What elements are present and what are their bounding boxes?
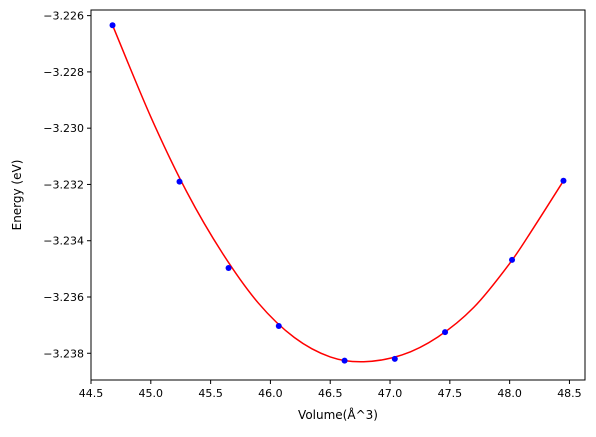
x-tick-label: 47.5: [438, 387, 463, 400]
curve-layer: [111, 24, 565, 363]
plot-frame: [90, 9, 586, 381]
y-tick-label: −3.230: [43, 122, 84, 135]
y-tick-label: −3.226: [43, 10, 84, 23]
fit-curve-line: [111, 24, 565, 363]
data-point: [509, 256, 516, 263]
y-tick-label: −3.234: [43, 235, 84, 248]
data-point: [109, 22, 116, 29]
x-tick-label: 45.5: [198, 387, 223, 400]
x-axis: 44.5 45.0 45.5 46.0 46.5 47.0 47.5 48.0 48.5: [79, 380, 582, 400]
data-point: [442, 329, 449, 336]
y-tick-label: −3.238: [43, 347, 84, 360]
data-point: [275, 322, 282, 329]
y-tick-label: −3.228: [43, 66, 84, 79]
x-tick-label: 46.5: [318, 387, 343, 400]
y-tick-label: −3.232: [43, 178, 84, 191]
data-point: [391, 355, 398, 362]
data-point: [341, 357, 348, 364]
y-axis: −3.226 −3.228 −3.230 −3.232 −3.234 −3.236 −3.2…: [43, 10, 91, 360]
point-layer: [109, 22, 567, 364]
data-point: [560, 177, 567, 184]
y-axis-label: Energy (eV): [10, 160, 24, 231]
y-tick-label: −3.236: [43, 291, 84, 304]
x-tick-label: 48.0: [497, 387, 522, 400]
x-tick-label: 46.0: [258, 387, 283, 400]
data-point: [176, 178, 183, 185]
x-tick-label: 48.5: [557, 387, 582, 400]
x-axis-label: Volume(Å^3): [298, 407, 378, 422]
data-point: [225, 265, 232, 272]
x-tick-label: 47.0: [378, 387, 403, 400]
x-tick-label: 45.0: [139, 387, 164, 400]
x-tick-label: 44.5: [79, 387, 104, 400]
